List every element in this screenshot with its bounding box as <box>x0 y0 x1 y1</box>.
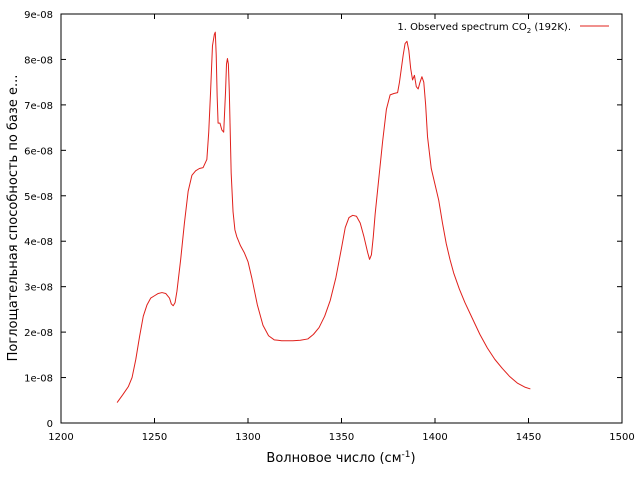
y-tick-label: 0 <box>47 419 53 430</box>
y-tick-label: 9e-08 <box>24 10 53 21</box>
plot-frame <box>60 13 623 424</box>
x-tick-label: 1350 <box>329 432 354 443</box>
y-tick-label: 4e-08 <box>24 237 53 248</box>
y-tick-label: 5e-08 <box>24 192 53 203</box>
y-tick-label: 7e-08 <box>24 101 53 112</box>
x-tick-label: 1200 <box>48 432 73 443</box>
x-tick-label: 1300 <box>235 432 260 443</box>
x-tick-label: 1500 <box>609 432 634 443</box>
y-tick-label: 8e-08 <box>24 55 53 66</box>
series-line <box>116 31 531 403</box>
y-tick-label: 3e-08 <box>24 283 53 294</box>
x-axis-label: Волновое число (см-1) <box>266 450 415 466</box>
x-tick-label: 1450 <box>516 432 541 443</box>
y-tick-label: 1e-08 <box>24 374 53 385</box>
y-axis-label: Поглощательная способность по базе e... <box>6 75 21 362</box>
y-tick-label: 2e-08 <box>24 328 53 339</box>
series-lines <box>116 31 531 403</box>
x-axis-ticks: 1200 1250 1300 1350 1400 1450 1500 <box>48 14 635 443</box>
x-tick-label: 1250 <box>142 432 167 443</box>
y-tick-label: 6e-08 <box>24 146 53 157</box>
legend: 1. Observed spectrum CO2 (192K). <box>397 22 609 35</box>
x-tick-label: 1400 <box>422 432 447 443</box>
legend-label: 1. Observed spectrum CO2 (192K). <box>397 22 571 35</box>
y-axis-ticks: 0 1e-08 2e-08 3e-08 4e-08 5e-08 6e-08 7e-08 8e-0… <box>24 10 622 430</box>
